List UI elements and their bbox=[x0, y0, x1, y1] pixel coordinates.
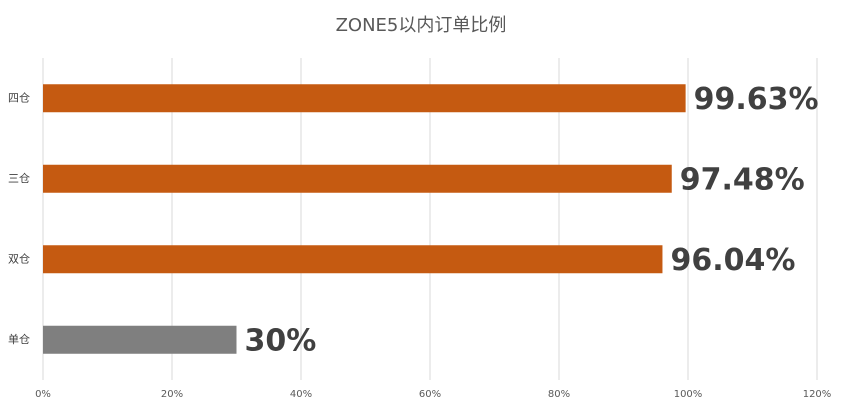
x-tick-label: 0% bbox=[35, 389, 51, 400]
value-label: 97.48% bbox=[680, 162, 805, 197]
y-tick-label: 三仓 bbox=[8, 171, 30, 185]
chart-title: ZONE5以内订单比例 bbox=[336, 15, 507, 36]
x-tick-label: 120% bbox=[803, 389, 832, 400]
x-tick-label: 60% bbox=[419, 389, 441, 400]
x-tick-label: 80% bbox=[548, 389, 570, 400]
value-label: 99.63% bbox=[694, 82, 819, 117]
y-tick-label: 四仓 bbox=[8, 90, 30, 104]
bar bbox=[43, 164, 672, 193]
y-tick-label: 单仓 bbox=[8, 332, 30, 346]
bar bbox=[43, 325, 237, 354]
value-label: 96.04% bbox=[670, 243, 795, 278]
x-tick-label: 40% bbox=[290, 389, 312, 400]
x-tick-label: 20% bbox=[161, 389, 183, 400]
value-label: 30% bbox=[245, 323, 317, 358]
bar bbox=[43, 84, 686, 113]
bar bbox=[43, 245, 663, 274]
y-tick-label: 双仓 bbox=[8, 251, 30, 265]
x-tick-label: 100% bbox=[674, 389, 703, 400]
